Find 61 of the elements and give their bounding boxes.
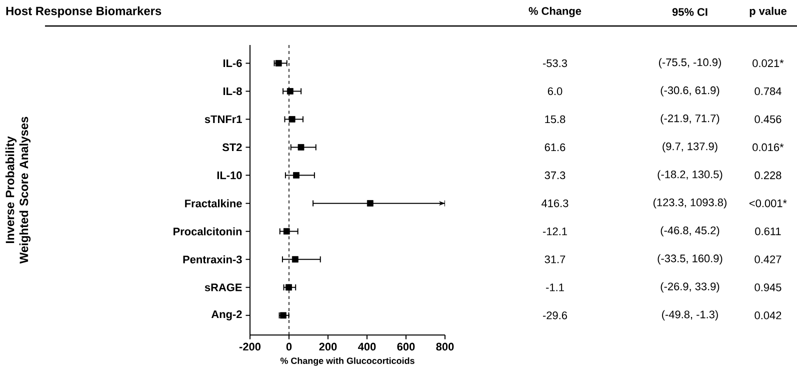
text: p value [750,6,787,18]
y-tick-label: Fractalkine [185,199,242,208]
text: <0.001* [749,199,787,208]
y-tick-label: IL-10 [217,171,242,180]
text: 0.611 [755,227,781,236]
text: (-21.9, 71.7) [660,114,720,124]
text: 0.945 [754,284,782,292]
x-tick-label: -200 [239,342,261,351]
x-tick-label: 800 [436,342,454,351]
point [292,256,298,263]
text: 0.042 [754,312,782,320]
point [298,144,304,150]
text: 0.784 [754,87,782,96]
text: -53.3 [542,59,567,68]
text: 0.456 [754,115,782,124]
point [288,116,296,122]
text: 0.427 [754,255,782,264]
x-tick-label: 400 [358,342,376,351]
y-tick-label: ST2 [222,143,242,152]
point [280,312,286,319]
text: Host Response Biomarkers [6,6,162,18]
y-tick-label: Procalcitonin [174,227,242,236]
text: 416.3 [542,199,568,208]
text: 0.228 [754,171,782,180]
text: 37.3 [544,171,566,180]
text: (9.7, 137.9) [662,142,718,152]
y-tick-label: sTNFr1 [204,115,242,124]
text: % Change [528,6,582,18]
point [366,200,374,207]
text: (-18.2, 130.5) [658,170,722,180]
text: 0.021* [752,59,784,68]
point [286,284,292,291]
text: 95% CI [672,8,708,16]
y-tick-label: sRAGE [204,284,242,292]
text: 31.7 [544,255,566,264]
text: Inverse Probability Weighted Score Analyses [5,116,31,264]
point [293,172,300,178]
y-tick-label: Ang-2 [211,310,242,320]
text: (-26.9, 33.9) [660,282,720,292]
text: (-75.5, -10.9) [658,58,721,68]
text: -12.1 [542,228,567,236]
text: (-49.8, -1.3) [662,310,718,320]
text: (-33.5, 160.9) [658,254,722,264]
text: -1.1 [546,284,564,292]
text: 0.016* [752,143,784,152]
point [283,228,290,235]
text: (123.3, 1093.8) [654,198,726,208]
x-tick-label: 200 [319,342,337,351]
x-tick-label: 0 [286,342,292,351]
x-axis-title: % Change with Glucocorticoids [280,357,414,366]
text: 6.0 [548,87,562,96]
text: -29.6 [542,312,567,320]
text: 15.8 [545,115,566,124]
text: (-30.6, 61.9) [660,86,720,96]
text: (-46.8, 45.2) [660,226,720,236]
text: 61.6 [544,143,566,152]
x-tick-label: 600 [397,342,415,351]
y-tick-label: Pentraxin-3 [183,255,242,264]
y-tick-label: IL-8 [223,87,242,96]
y-tick-label: IL-6 [223,59,242,68]
point [286,88,294,94]
